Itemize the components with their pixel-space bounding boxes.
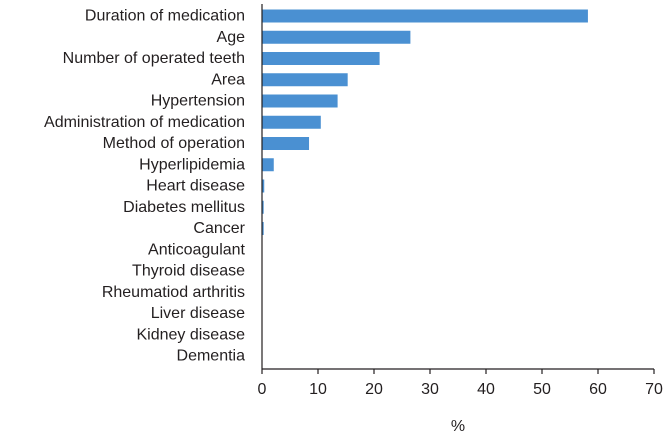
bar bbox=[262, 115, 321, 129]
category-label: Rheumatiod arthritis bbox=[102, 284, 245, 301]
x-tick-label: 20 bbox=[365, 381, 383, 398]
category-label: Age bbox=[217, 29, 246, 46]
bar bbox=[262, 52, 380, 65]
category-label: Diabetes mellitus bbox=[123, 199, 245, 216]
category-label: Kidney disease bbox=[136, 326, 245, 343]
category-label: Area bbox=[211, 71, 245, 88]
x-tick-label: 0 bbox=[258, 381, 267, 398]
category-label: Administration of medication bbox=[44, 114, 245, 131]
category-label: Method of operation bbox=[103, 135, 245, 152]
x-tick-label: 10 bbox=[309, 381, 327, 398]
x-tick-label: 60 bbox=[589, 381, 607, 398]
category-label: Hypertension bbox=[151, 93, 245, 110]
bars-group bbox=[262, 9, 588, 235]
category-label: Hyperlipidemia bbox=[139, 156, 245, 173]
x-tick-label: 40 bbox=[477, 381, 495, 398]
bar bbox=[262, 137, 310, 150]
bar bbox=[262, 73, 348, 87]
category-label: Thyroid disease bbox=[132, 263, 245, 280]
category-label: Liver disease bbox=[151, 305, 245, 322]
bar bbox=[262, 200, 264, 214]
bar bbox=[262, 158, 274, 172]
bar bbox=[262, 179, 265, 193]
category-label: Anticoagulant bbox=[148, 241, 246, 258]
category-label: Dementia bbox=[177, 348, 246, 365]
category-label: Cancer bbox=[193, 220, 245, 237]
category-label: Heart disease bbox=[146, 178, 245, 195]
category-label: Number of operated teeth bbox=[63, 50, 245, 67]
bar bbox=[262, 9, 588, 23]
x-axis-ticks: 0 10 20 30 40 50 60 70 bbox=[258, 369, 663, 398]
x-tick-label: 70 bbox=[645, 381, 663, 398]
bar bbox=[262, 222, 264, 235]
x-axis-title: % bbox=[451, 418, 465, 435]
x-tick-label: 50 bbox=[533, 381, 551, 398]
bar bbox=[262, 30, 411, 44]
x-tick-label: 30 bbox=[421, 381, 439, 398]
bar bbox=[262, 94, 338, 108]
category-labels: Duration of medication Age Number of opera… bbox=[44, 8, 246, 365]
category-label: Duration of medication bbox=[85, 8, 245, 25]
